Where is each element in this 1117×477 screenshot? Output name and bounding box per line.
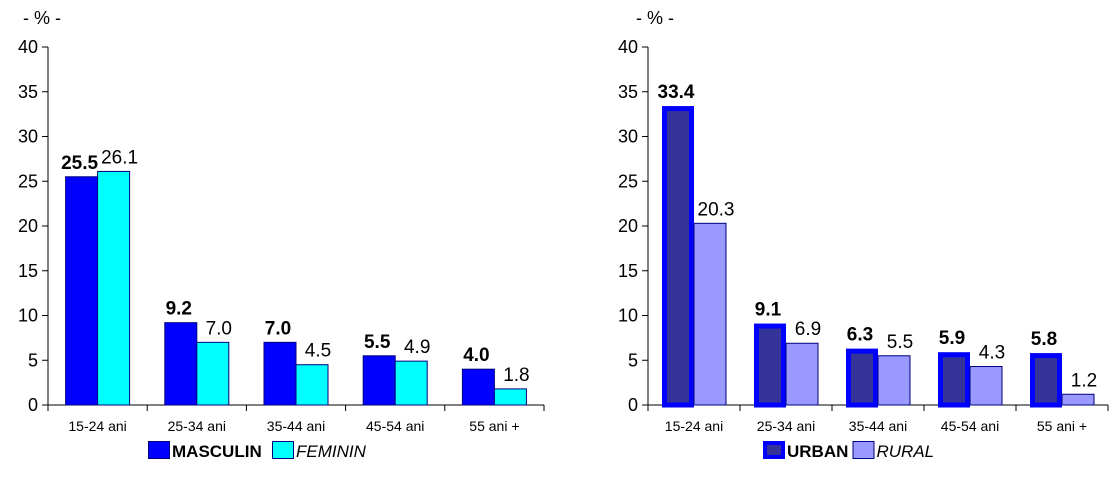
unit-label: - % -: [636, 8, 674, 28]
y-tick-label: 40: [18, 37, 38, 57]
data-label-rural: 4.3: [979, 343, 1005, 364]
bar-feminin-4: [394, 360, 428, 406]
data-label-urban: 5.8: [1031, 329, 1057, 350]
data-label-feminin: 4.9: [404, 337, 430, 358]
x-tick-label: 35-44 ani: [267, 418, 325, 434]
y-tick-label: 10: [618, 306, 638, 326]
data-label-feminin: 1.8: [503, 365, 529, 386]
y-tick-label: 15: [618, 261, 638, 281]
data-label-masculin: 5.5: [364, 332, 391, 353]
y-tick-label: 15: [18, 261, 38, 281]
legend-swatch-urban: [763, 441, 785, 459]
data-label-masculin: 9.2: [166, 299, 192, 320]
bar-masculin-1: [65, 176, 99, 406]
y-tick-label: 25: [618, 171, 638, 191]
y-tick-label: 30: [18, 127, 38, 147]
data-label-feminin: 4.5: [305, 341, 331, 362]
x-tick-label: 45-54 ani: [366, 418, 424, 434]
data-label-rural: 6.9: [795, 319, 821, 340]
data-label-masculin: 25.5: [61, 153, 98, 174]
data-label-urban: 5.9: [939, 328, 965, 349]
bar-feminin-2: [196, 341, 230, 406]
unit-label: - % -: [23, 8, 61, 28]
x-tick-label: 25-34 ani: [168, 418, 226, 434]
x-tick-label: 55 ani +: [469, 418, 519, 434]
data-label-rural: 20.3: [698, 199, 735, 220]
bar-urban-4: [938, 352, 970, 408]
bar-masculin-2: [164, 322, 198, 406]
y-tick-label: 40: [618, 37, 638, 57]
bar-rural-1: [693, 222, 727, 406]
legend-label-urban: URBAN: [787, 442, 848, 461]
bar-feminin-1: [97, 170, 131, 406]
bar-rural-4: [969, 366, 1003, 406]
legend-swatch-feminin: [272, 441, 294, 459]
data-label-masculin: 4.0: [463, 345, 489, 366]
x-tick-label: 55 ani +: [1037, 418, 1087, 434]
legend-label-rural: RURAL: [877, 442, 935, 461]
data-label-rural: 5.5: [887, 332, 913, 353]
bar-urban-5: [1030, 353, 1062, 408]
y-tick-label: 5: [628, 350, 638, 370]
y-tick-label: 20: [18, 216, 38, 236]
y-tick-label: 20: [618, 216, 638, 236]
bar-rural-3: [877, 355, 911, 406]
y-tick-label: 35: [618, 82, 638, 102]
data-label-feminin: 7.0: [206, 318, 232, 339]
y-tick-label: 0: [628, 395, 638, 415]
chart-1: - % - 0 5 10 15 20 25 30 35 40 15-24 ani 25.5 26.1 25…: [18, 8, 545, 461]
x-tick-label: 15-24 ani: [68, 418, 126, 434]
legend-label-masculin: MASCULIN: [172, 442, 262, 461]
bar-masculin-4: [362, 355, 396, 406]
y-tick-label: 5: [28, 350, 38, 370]
bar-urban-2: [754, 323, 786, 408]
x-tick-label: 45-54 ani: [941, 418, 999, 434]
bar-rural-2: [785, 342, 819, 406]
legend-label-feminin: FEMININ: [296, 442, 367, 461]
legend-swatch-masculin: [148, 441, 170, 459]
y-tick-label: 35: [18, 82, 38, 102]
bar-urban-1: [662, 106, 694, 408]
data-label-urban: 9.1: [755, 300, 782, 321]
legend-swatch-rural: [852, 441, 875, 459]
data-label-feminin: 26.1: [101, 147, 138, 168]
x-tick-label: 25-34 ani: [757, 418, 815, 434]
bar-masculin-3: [263, 341, 297, 406]
x-tick-label: 15-24 ani: [665, 418, 723, 434]
x-tick-label: 35-44 ani: [849, 418, 907, 434]
y-tick-label: 10: [18, 306, 38, 326]
bar-masculin-5: [461, 368, 495, 406]
data-label-urban: 6.3: [847, 325, 873, 346]
bar-feminin-5: [493, 388, 527, 406]
chart-2: - % - 0 5 10 15 20 25 30 35 40 15-24 ani 33.4 20.3 25…: [618, 8, 1109, 461]
y-tick-label: 25: [18, 171, 38, 191]
bar-urban-3: [846, 348, 878, 408]
y-tick-label: 30: [618, 127, 638, 147]
data-label-urban: 33.4: [658, 82, 695, 103]
bar-feminin-3: [295, 364, 329, 406]
y-tick-label: 0: [28, 395, 38, 415]
data-label-rural: 1.2: [1071, 370, 1097, 391]
data-label-masculin: 7.0: [265, 318, 291, 339]
bar-rural-5: [1061, 393, 1095, 406]
